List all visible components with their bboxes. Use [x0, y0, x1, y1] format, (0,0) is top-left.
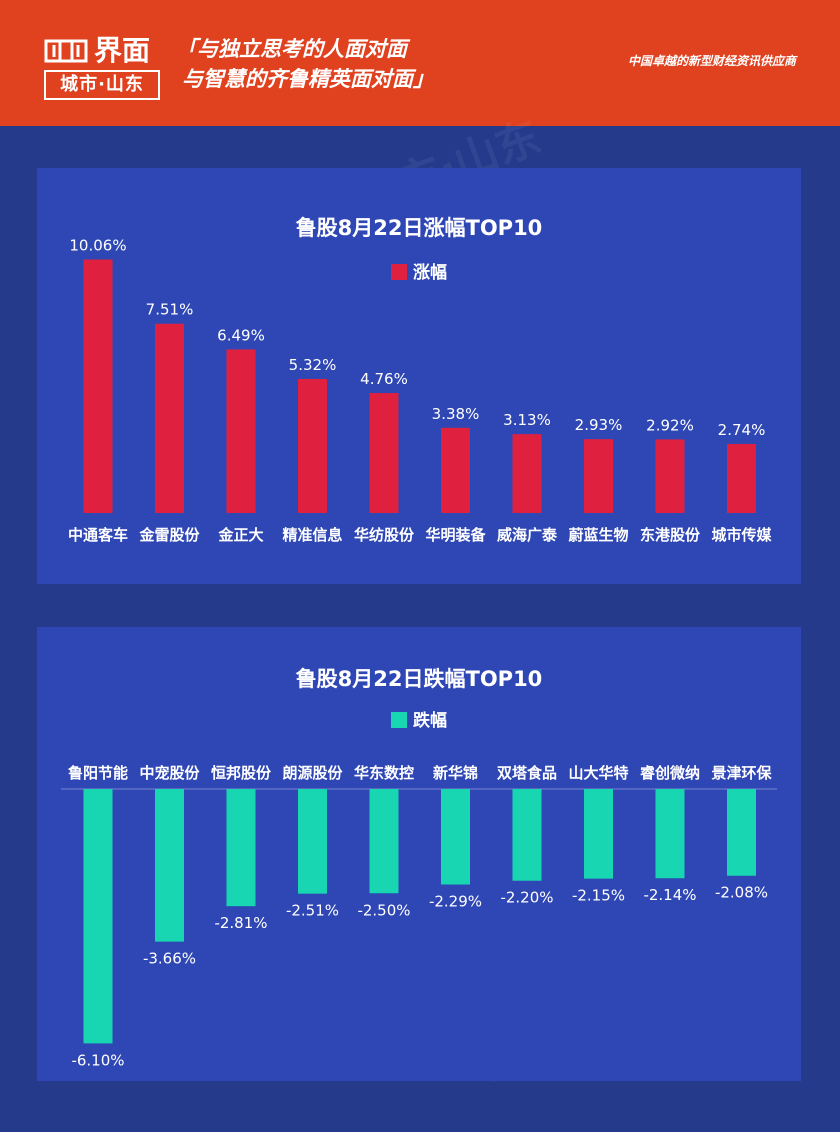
gain-bar — [155, 323, 184, 513]
loss-category-label: 鲁阳节能 — [68, 764, 128, 782]
loss-bar-chart: -6.10% 鲁阳节能 -3.66% 中宠股份 -2.81% 恒邦股份 -2.51% 朗源股份… — [61, 764, 777, 1069]
gain-category-label: 金正大 — [217, 526, 263, 544]
gain-value-label: 3.13% — [503, 411, 551, 429]
slogan: 「与独立思考的人面对面 与智慧的齐鲁精英面对面」 — [176, 34, 434, 94]
loss-value-label: -2.29% — [429, 892, 482, 910]
gain-category-label: 威海广泰 — [497, 526, 558, 544]
gain-value-label: 2.93% — [575, 416, 623, 434]
loss-value-label: -3.66% — [143, 950, 196, 968]
loss-legend: 跌幅 — [37, 706, 801, 731]
loss-bar — [226, 789, 256, 907]
slogan-line-1: 「与独立思考的人面对面 — [176, 37, 407, 61]
gain-legend-swatch — [391, 264, 407, 280]
gain-value-label: 4.76% — [360, 370, 408, 388]
gain-category-label: 金雷股份 — [138, 526, 200, 544]
loss-bar — [298, 789, 327, 894]
loss-value-label: -2.51% — [286, 902, 339, 920]
gain-category-label: 城市传媒 — [711, 526, 772, 544]
gain-bar-chart: 10.06% 中通客车 7.51% 金雷股份 6.49% 金正大 5.32% 精准信息 4.76… — [68, 236, 773, 544]
gain-value-label: 2.74% — [718, 421, 766, 439]
gain-bar — [83, 259, 113, 513]
loss-legend-label: 跌幅 — [413, 711, 447, 731]
gain-category-label: 东港股份 — [640, 526, 701, 544]
loss-bar — [155, 789, 184, 942]
slogan-line-2: 与智慧的齐鲁精英面对面」 — [182, 67, 434, 91]
gain-legend: 涨幅 — [37, 258, 801, 283]
loss-bar — [655, 789, 685, 879]
gain-bar — [727, 443, 756, 513]
brand-sub: 城市·山东 — [44, 70, 160, 100]
loss-bar — [584, 789, 613, 879]
loss-category-label: 双塔食品 — [497, 764, 557, 782]
gain-category-label: 华纺股份 — [354, 526, 415, 544]
loss-bar — [83, 789, 113, 1044]
gain-value-label: 2.92% — [646, 416, 694, 434]
loss-bar — [369, 789, 399, 894]
loss-category-label: 睿创微纳 — [640, 764, 700, 782]
gain-value-label: 5.32% — [289, 356, 337, 374]
gain-category-label: 蔚蓝生物 — [568, 526, 628, 544]
gain-value-label: 7.51% — [146, 301, 194, 319]
gain-value-label: 6.49% — [217, 326, 265, 344]
loss-bar — [727, 789, 756, 876]
gain-bar — [512, 434, 542, 513]
loss-category-label: 景津环保 — [711, 764, 772, 782]
loss-value-label: -2.81% — [214, 914, 267, 932]
gain-value-label: 3.38% — [432, 405, 480, 423]
header-banner: 界面 城市·山东 「与独立思考的人面对面 与智慧的齐鲁精英面对面」 中国卓越的新… — [0, 0, 840, 126]
loss-value-label: -2.50% — [357, 901, 410, 919]
logo: 界面 城市·山东 — [44, 34, 160, 100]
loss-category-label: 恒邦股份 — [211, 764, 272, 782]
gain-bar — [655, 439, 685, 513]
gain-bar — [298, 378, 327, 513]
gain-legend-label: 涨幅 — [413, 263, 447, 283]
loss-bar — [441, 789, 470, 885]
loss-value-label: -2.14% — [643, 886, 696, 904]
gain-category-label: 华明装备 — [425, 526, 486, 544]
loss-chart-title: 鲁股8月22日跌幅TOP10 — [295, 667, 543, 691]
gain-chart-title: 鲁股8月22日涨幅TOP10 — [295, 216, 543, 240]
gain-bar — [584, 439, 613, 513]
loss-category-label: 山大华特 — [568, 764, 628, 782]
logo-mark-icon — [44, 39, 88, 63]
gain-bar — [369, 393, 399, 513]
loss-category-label: 中宠股份 — [139, 764, 200, 782]
loss-legend-swatch — [391, 712, 407, 728]
loss-bar — [512, 789, 542, 881]
loss-value-label: -2.20% — [500, 889, 553, 907]
tagline: 中国卓越的新型财经资讯供应商 — [627, 54, 796, 68]
loss-value-label: -2.15% — [572, 887, 625, 905]
gain-value-label: 10.06% — [69, 236, 126, 254]
gain-bar — [226, 349, 256, 513]
gain-bar — [441, 427, 470, 513]
brand-name: 界面 — [94, 34, 151, 67]
gain-category-label: 中通客车 — [68, 526, 128, 544]
gain-chart-panel: 鲁股8月22日涨幅TOP10 涨幅 10.06% 中通客车 7.51% 金雷股份 6.4… — [37, 168, 801, 584]
loss-category-label: 朗源股份 — [282, 764, 343, 782]
loss-value-label: -2.08% — [715, 884, 768, 902]
loss-value-label: -6.10% — [71, 1051, 124, 1069]
loss-category-label: 华东数控 — [354, 764, 414, 782]
gain-category-label: 精准信息 — [282, 526, 342, 544]
loss-category-label: 新华锦 — [433, 764, 478, 782]
loss-chart-panel: 鲁股8月22日跌幅TOP10 跌幅 -6.10% 鲁阳节能 -3.66% 中宠股份 -2… — [37, 627, 801, 1081]
